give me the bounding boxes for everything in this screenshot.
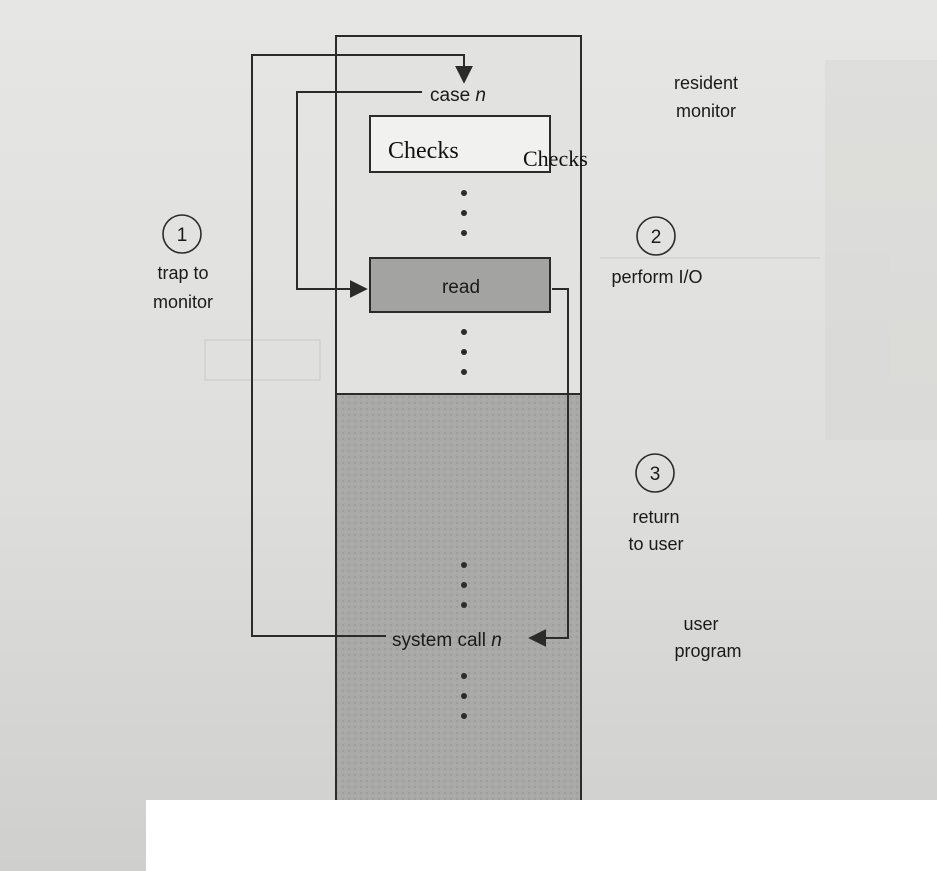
user-program-line2: program [674, 641, 741, 661]
user-program-line1: user [683, 614, 718, 634]
step-1: 1 trap to monitor [153, 214, 213, 312]
memory-column [335, 35, 582, 841]
resident-monitor-line1: resident [674, 73, 738, 93]
return-arrow [528, 288, 569, 647]
system-call-var: n [491, 630, 502, 651]
trap-arrow [251, 54, 473, 637]
checks-box [369, 115, 551, 173]
dispatch-arrow [296, 91, 422, 298]
system-call-prefix: system call [392, 630, 491, 651]
step-3-line2: to user [628, 534, 683, 554]
step-3-line1: return [632, 507, 679, 527]
step-2-circle [636, 216, 676, 256]
system-call-n-label: system call n [392, 630, 502, 651]
read-label: read [442, 277, 480, 298]
case-n-label: case n [430, 85, 486, 106]
step-2: 2 perform I/O [611, 216, 703, 287]
step-1-line1: trap to [157, 263, 208, 283]
step-3-number: 3 [650, 464, 661, 485]
step-2-line1: perform I/O [611, 267, 702, 287]
step-2-number: 2 [651, 227, 662, 248]
step-3-circle [635, 453, 675, 493]
step-3: 3 return to user [628, 453, 684, 554]
ellipsis-dots [461, 190, 467, 719]
flow-arrows [251, 54, 569, 647]
checks-box-label: Checks [388, 138, 459, 164]
user-program-region [335, 393, 582, 841]
resident-monitor-region [335, 35, 582, 395]
blank-patch [146, 800, 937, 871]
step-1-number: 1 [177, 225, 188, 246]
resident-monitor-line2: monitor [676, 101, 736, 121]
read-box [369, 257, 551, 313]
case-n-var: n [475, 85, 486, 106]
background-bleed [204, 60, 937, 440]
step-1-circle [162, 214, 202, 254]
case-n-prefix: case [430, 85, 475, 106]
checks-side-label: Checks [523, 146, 588, 171]
step-1-line2: monitor [153, 292, 213, 312]
